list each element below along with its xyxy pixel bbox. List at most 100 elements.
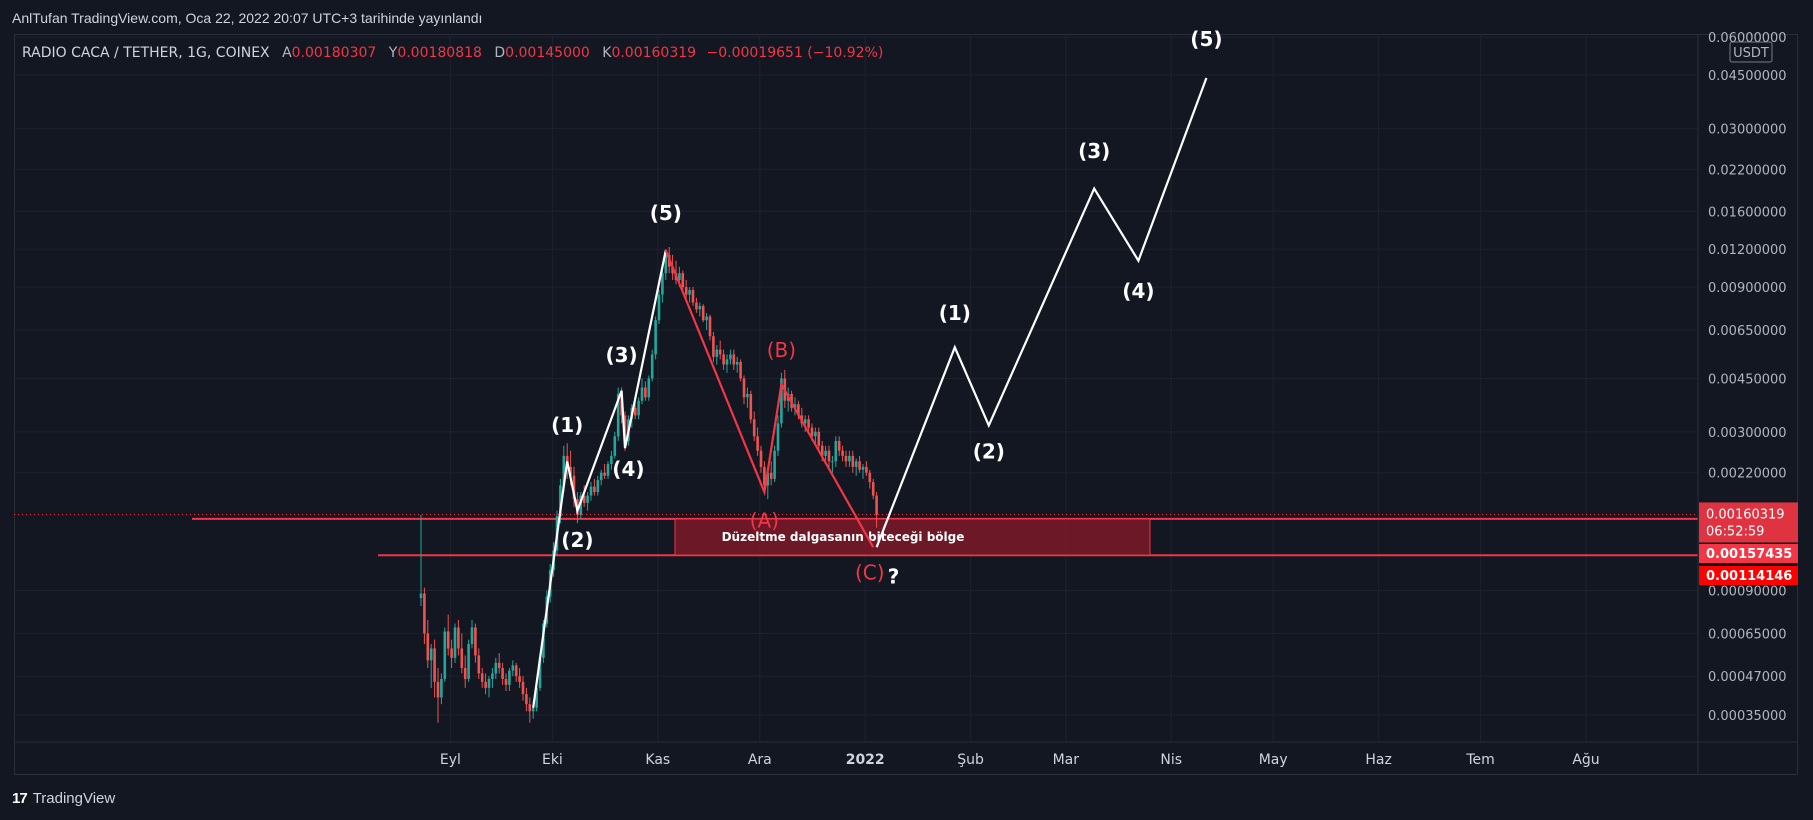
candle-body xyxy=(732,354,736,365)
candle-body xyxy=(589,486,593,496)
candle-body xyxy=(810,427,814,437)
x-tick-label: Mar xyxy=(1053,752,1080,768)
y-tick-label: 0.02200000 xyxy=(1708,163,1787,178)
published-info: AnlTufan TradingView.com, Oca 22, 2022 2… xyxy=(12,10,483,26)
candle-body xyxy=(497,662,501,668)
wave-correction xyxy=(664,249,875,548)
x-tick-label: May xyxy=(1259,752,1288,768)
y-tick-label: 0.00065000 xyxy=(1708,627,1787,642)
candle-body xyxy=(514,665,518,677)
candle-body xyxy=(531,707,535,712)
candle-body xyxy=(637,400,640,416)
candle-body xyxy=(426,633,430,661)
candle-body xyxy=(487,678,491,688)
candle-body xyxy=(477,655,481,674)
x-tick-label: Şub xyxy=(957,752,984,768)
close-badge-bg xyxy=(1699,502,1798,543)
tradingview-logo[interactable]: 17 TradingView xyxy=(12,790,115,807)
low-label: D xyxy=(494,45,506,61)
brand-name: TradingView xyxy=(32,790,116,807)
candle-body xyxy=(518,676,521,682)
candle-body xyxy=(599,472,603,481)
zone-bottom-badge-price: 0.00114146 xyxy=(1706,569,1792,584)
candle-body xyxy=(443,631,447,679)
candles xyxy=(419,247,878,723)
candle-body xyxy=(776,423,780,451)
x-tick-label: Ağu xyxy=(1572,752,1599,768)
candle-body xyxy=(606,464,610,476)
candle-body xyxy=(436,681,440,698)
candle-body xyxy=(671,266,674,274)
candle-body xyxy=(844,455,848,462)
wave-label: (1) xyxy=(939,301,971,325)
candle-body xyxy=(824,450,827,456)
price-axis: 0.060000000.045000000.030000000.02200000… xyxy=(1697,31,1787,775)
candle-body xyxy=(559,485,562,517)
top-bar: AnlTufan TradingView.com, Oca 22, 2022 2… xyxy=(0,0,1813,34)
wave-label: ? xyxy=(888,564,900,588)
candle-body xyxy=(705,316,708,321)
candle-body xyxy=(423,593,426,634)
y-tick-label: 0.00220000 xyxy=(1708,467,1787,482)
candle-body xyxy=(834,440,838,462)
candle-body xyxy=(504,678,508,685)
candle-body xyxy=(712,336,715,357)
wave-label: (5) xyxy=(650,201,682,225)
candle-body xyxy=(708,316,712,337)
candle-body xyxy=(623,415,627,441)
candle-body xyxy=(773,450,776,479)
y-tick-label: 0.01200000 xyxy=(1708,243,1787,258)
wave-label: (B) xyxy=(767,338,796,362)
zone-top-badge-bg xyxy=(1699,544,1798,563)
candle-body xyxy=(718,349,722,355)
tradingview-logo-icon: 17 xyxy=(12,790,28,807)
candle-body xyxy=(569,466,572,476)
price-chart[interactable]: Düzeltme dalgasanın biteceği bölge (1) (2… xyxy=(0,0,1813,776)
low-value: 0.00145000 xyxy=(505,45,590,61)
x-tick-label: Eyl xyxy=(440,752,461,768)
close-badge-countdown: 06:52:59 xyxy=(1706,524,1764,539)
bottom-bar: 17 TradingView xyxy=(0,776,1813,820)
candle-body xyxy=(521,681,525,695)
candle-body xyxy=(688,290,691,295)
candle-body xyxy=(691,290,695,303)
candle-body xyxy=(511,665,515,671)
candle-body xyxy=(759,450,763,467)
candle-body xyxy=(460,648,464,668)
change-value: −0.00019651 (−10.92%) xyxy=(706,45,884,61)
candle-body xyxy=(657,294,661,321)
candle-body xyxy=(858,461,861,470)
candle-body xyxy=(446,631,450,649)
close-label: K xyxy=(602,45,612,61)
candle-body xyxy=(633,407,637,416)
candle-body xyxy=(678,273,681,280)
wave-impulse xyxy=(532,250,667,708)
zone-box xyxy=(674,518,1151,556)
candle-body xyxy=(684,287,688,295)
candle-body xyxy=(528,704,532,712)
wave-label: (3) xyxy=(1078,139,1110,163)
candle-body xyxy=(538,657,542,688)
candle-body xyxy=(484,681,487,688)
candle-body xyxy=(752,419,756,437)
candle-body xyxy=(814,431,817,437)
candle-body xyxy=(501,667,504,679)
candle-body xyxy=(535,687,538,708)
candle-body xyxy=(854,461,858,467)
candle-body xyxy=(582,495,586,503)
high-label: Y xyxy=(388,45,398,61)
y-tick-label: 0.00450000 xyxy=(1708,372,1787,387)
wave-label: (3) xyxy=(605,343,637,367)
candle-body xyxy=(470,627,474,644)
chart-frame xyxy=(14,34,1798,775)
candle-body xyxy=(868,472,872,483)
candle-body xyxy=(453,627,457,658)
candle-body xyxy=(650,354,654,379)
wave-label: (A) xyxy=(750,509,779,533)
x-tick-label: Haz xyxy=(1365,752,1391,768)
candle-body xyxy=(525,694,528,705)
candle-body xyxy=(596,480,600,493)
candle-body xyxy=(746,393,749,398)
candle-body xyxy=(467,643,470,679)
candle-body xyxy=(875,495,878,515)
